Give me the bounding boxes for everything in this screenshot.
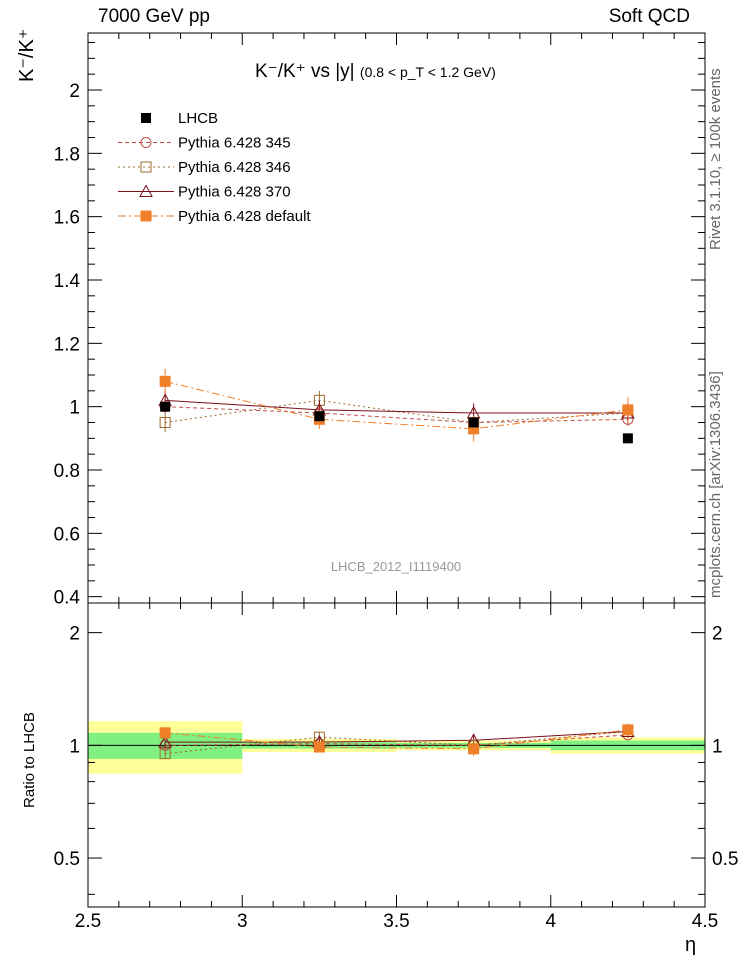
ratio-point: [159, 727, 171, 739]
y-tick-label-top: 1.2: [54, 334, 80, 355]
y-tick-label-top: 1.8: [54, 144, 80, 165]
legend-label: Pythia 6.428 default: [178, 208, 311, 225]
y-tick-label-bottom-right: 2: [712, 624, 723, 645]
legend-marker: [140, 210, 152, 222]
reference-point: [314, 411, 325, 422]
y-tick-label-top: 1.6: [54, 208, 80, 229]
y-tick-label-top: 0.4: [54, 588, 81, 609]
ratio-point: [622, 724, 634, 736]
chart-title: K⁻/K⁺ vs |y| (0.8 < p_T < 1.2 GeV): [255, 60, 496, 83]
legend-label: Pythia 6.428 370: [178, 184, 291, 201]
header-left-label: 7000 GeV pp: [98, 6, 210, 27]
y-tick-label-bottom-right: 0.5: [712, 849, 738, 870]
y-tick-label-top: 1.4: [54, 271, 81, 292]
ratio-point: [158, 735, 172, 748]
legend: LHCB Pythia 6.428 345 Pythia 6.428 346 Pyth…: [118, 110, 311, 225]
header-right-label: Soft QCD: [608, 6, 690, 27]
axis-ticks: 2.5 3 3.5 4 4.5 0.4 0.6 0.8 1 1.2 1.4 1.6 1.8 2 0.5 0.5…: [54, 33, 738, 932]
series-line: [165, 399, 628, 414]
ratio-line: [165, 730, 628, 743]
x-axis-label: η: [685, 934, 697, 956]
legend-marker: [139, 184, 153, 197]
ratio-point: [468, 743, 480, 755]
reference-point: [160, 401, 171, 412]
y-tick-label-bottom: 2: [69, 624, 80, 645]
chart-title-sub: (0.8 < p_T < 1.2 GeV): [359, 64, 496, 80]
y-tick-label-bottom: 0.5: [54, 849, 80, 870]
series-markers: [158, 375, 635, 760]
y-tick-label-bottom-right: 1: [712, 736, 723, 757]
legend-label: Pythia 6.428 346: [178, 159, 291, 176]
y-tick-label-bottom: 1: [69, 736, 80, 757]
legend-marker: [141, 113, 151, 123]
reference-point: [468, 417, 479, 428]
x-tick-label: 4.5: [692, 911, 718, 932]
x-tick-label: 3.5: [383, 911, 409, 932]
chart-title-main: K⁻/K⁺ vs |y|: [255, 61, 355, 82]
legend-label: Pythia 6.428 345: [178, 135, 291, 152]
x-tick-label: 4: [545, 911, 556, 932]
series-lines: [165, 380, 628, 755]
y-tick-label-top: 0.6: [54, 524, 80, 545]
y-tick-label-top: 2: [69, 81, 80, 102]
reference-bands: [88, 721, 705, 774]
x-tick-label: 3: [237, 911, 248, 932]
data-point: [313, 394, 325, 406]
legend-label: LHCB: [178, 110, 218, 127]
ratio-line: [165, 729, 628, 750]
y-tick-label-top: 1: [69, 398, 80, 419]
ratio-line: [165, 734, 628, 746]
reference-point: [622, 433, 633, 444]
ratio-point: [313, 741, 325, 753]
data-point: [622, 404, 634, 416]
y-tick-label-top: 0.8: [54, 461, 80, 482]
data-point: [159, 375, 171, 387]
legend-marker: [140, 161, 152, 173]
series-line: [165, 406, 628, 424]
x-tick-label: 2.5: [75, 911, 101, 932]
ratio-point: [159, 748, 171, 760]
series-line: [165, 380, 628, 430]
data-point: [159, 417, 171, 428]
analysis-watermark: LHCB_2012_I1119400: [331, 559, 461, 574]
legend-marker: [140, 137, 152, 148]
